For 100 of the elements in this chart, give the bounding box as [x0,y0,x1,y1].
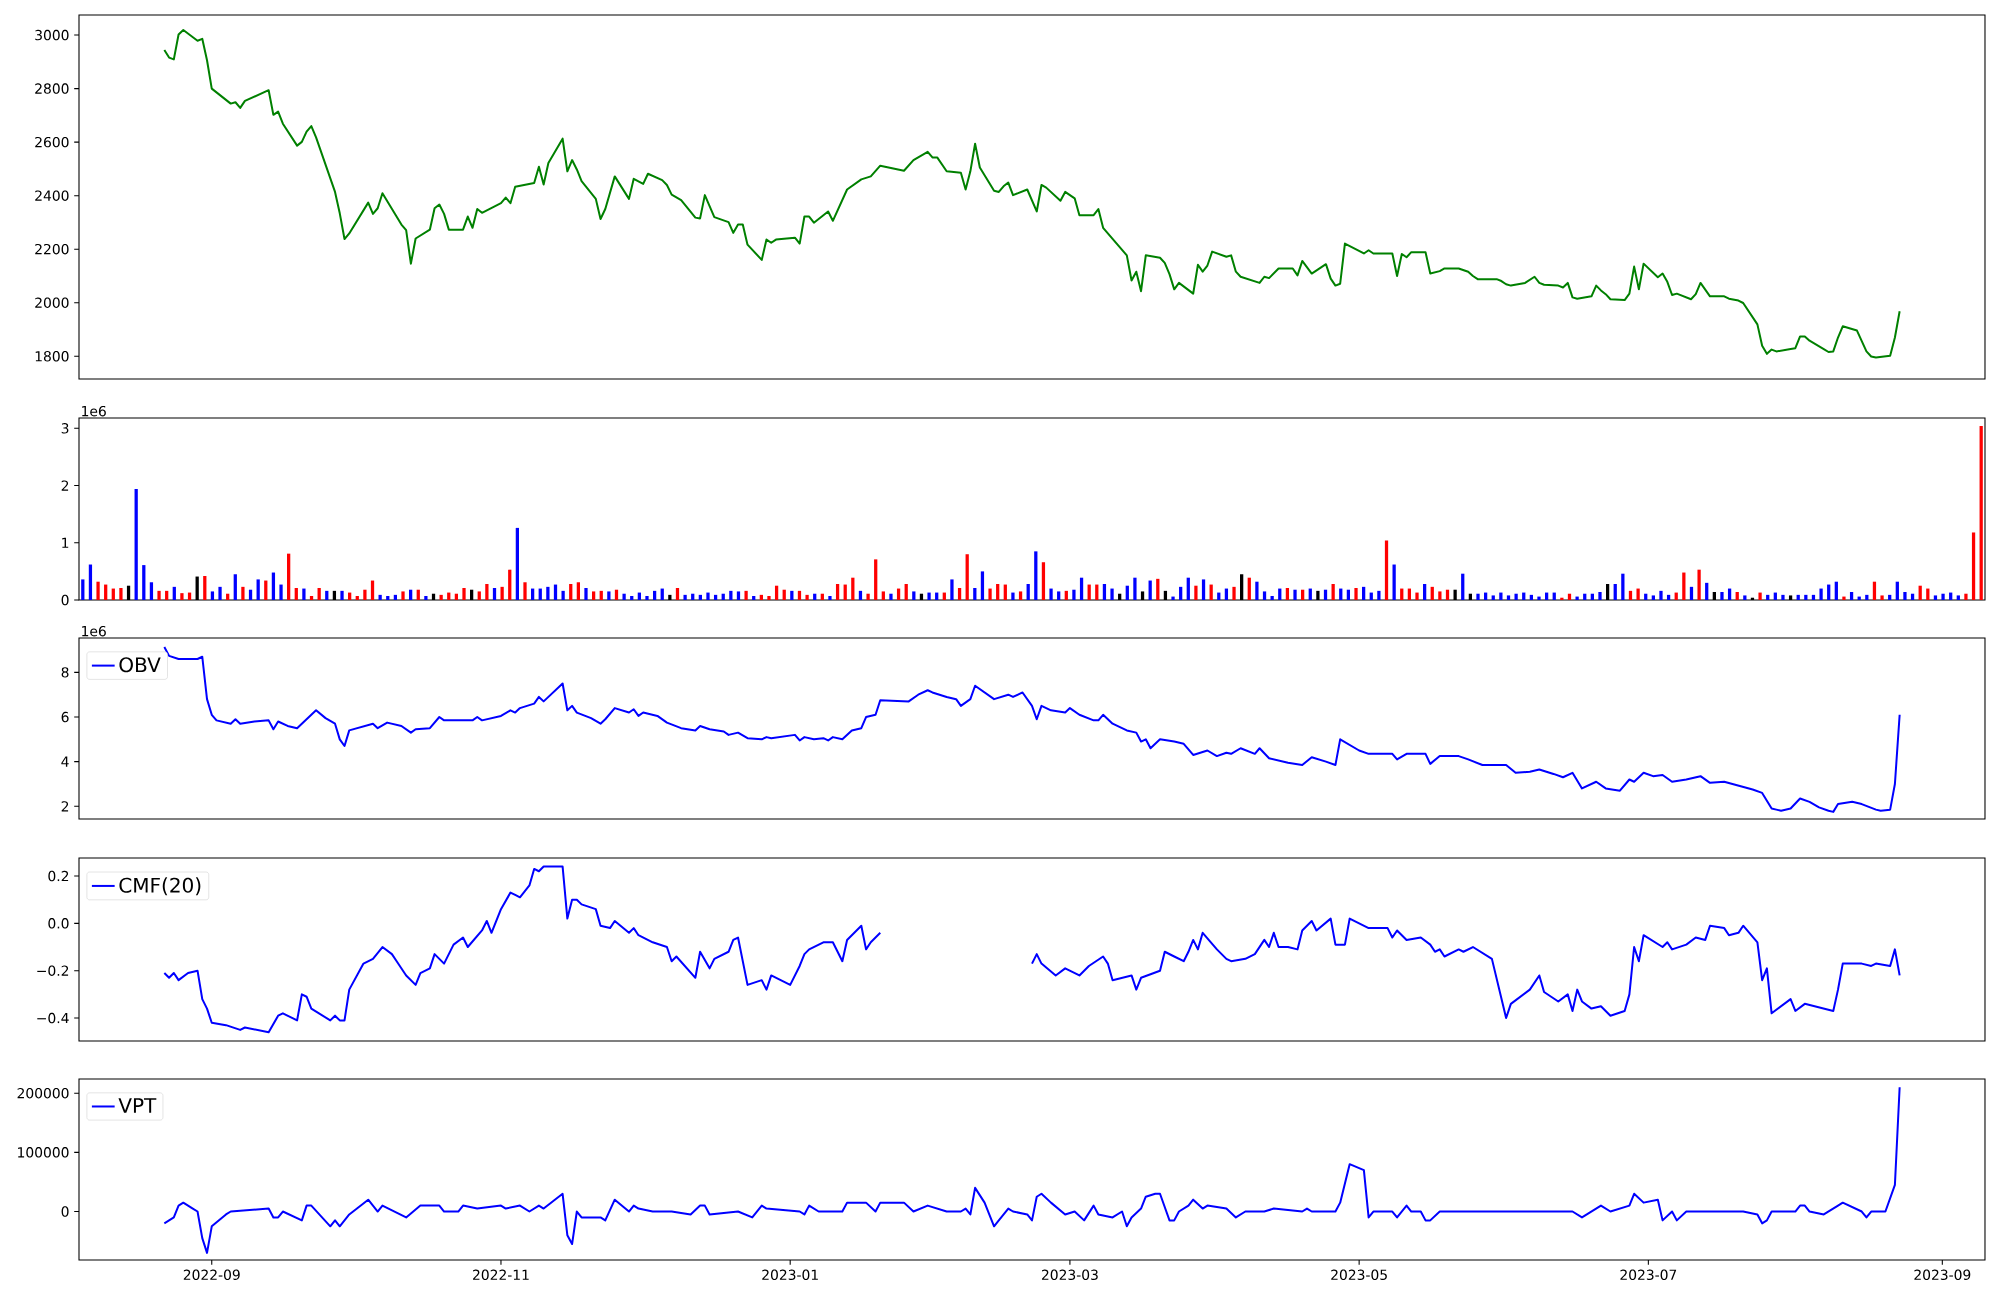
bar [1072,589,1076,601]
bar [1941,593,1945,601]
bar [1933,595,1938,601]
y-tick-label: 3000 [35,29,69,41]
bar [790,590,794,601]
bar [675,587,680,601]
bar [340,590,344,601]
y-tick-label: 2200 [35,243,69,255]
bar [1156,578,1160,601]
bar [1636,588,1640,601]
bar [1179,586,1183,601]
bar [553,584,558,601]
bar [1392,564,1396,601]
bar [607,591,611,601]
bar [584,587,588,601]
y-tick-label: 0.2 [48,870,69,882]
bar [1232,586,1236,601]
bar [645,596,649,601]
bar [1461,573,1465,601]
bar [706,592,710,601]
bar [851,577,855,601]
bar [1270,596,1274,601]
x-tick-label: 2022-09 [183,1269,240,1281]
bar [904,583,908,601]
bar [485,583,489,601]
bar [1415,592,1419,601]
y-tick-label: 0 [61,1206,69,1217]
bar [996,583,1000,601]
bar [1423,583,1427,601]
bar [1438,591,1442,601]
x-tick-label: 2022-11 [473,1269,529,1281]
bar [515,527,520,601]
bar [165,590,169,601]
bar [950,579,954,601]
bar [142,565,146,601]
bar [1079,577,1084,601]
y-tick-label: 2800 [35,83,69,94]
bar [1110,588,1114,601]
y-tick-label: 0 [61,594,69,606]
x-tick-label: 2023-05 [1331,1269,1387,1281]
bar [1285,587,1290,601]
bar [477,591,481,601]
bar [149,582,154,601]
bar [1979,426,1983,601]
bar [424,596,428,601]
line-series [163,28,1901,359]
y-tick-label: 2 [61,801,69,812]
bar [630,596,634,601]
bar [973,587,977,601]
bar [1057,591,1061,601]
bar [1651,595,1655,601]
x-tick-label: 2023-03 [1041,1269,1098,1281]
bar [1049,588,1053,601]
bar [622,593,626,601]
bar [767,596,771,601]
bar [302,588,306,601]
bar [1194,585,1198,601]
bar [1849,592,1854,601]
bar [203,575,207,601]
bar [729,590,733,601]
bar [652,590,657,601]
bar [1095,584,1099,601]
bar [1247,577,1251,601]
bar [805,594,809,601]
y-tick-label: 8 [61,667,69,678]
bar [157,590,161,601]
bar [881,591,885,601]
bar [1255,581,1259,601]
x-tick-label: 2023-07 [1620,1269,1677,1281]
y-tick-label: 6 [61,711,69,723]
bar [866,593,870,601]
bar [569,583,573,601]
bar [1331,583,1335,601]
y-tick-label: −0.4 [37,1012,69,1024]
bar [1842,596,1846,601]
bar [1102,583,1107,601]
y-tick-label: 0.0 [48,918,69,929]
bar [1903,592,1907,601]
bar [271,572,276,601]
bar [1971,532,1976,601]
bar [241,586,245,601]
bar [1819,588,1823,601]
y-tick-label: 200000 [17,1087,69,1099]
bar [1209,584,1213,601]
bar [988,588,992,601]
bar [294,587,298,601]
bar [1011,592,1015,601]
y-tick-label: 4 [61,756,69,767]
y-tick-label: 2400 [35,190,69,201]
bar [1735,592,1739,601]
bar [1628,590,1633,601]
bar [591,591,596,601]
bar [744,590,748,601]
bar [1514,593,1518,601]
bar [500,586,504,601]
y-tick-label: 1800 [35,351,69,362]
legend-label: VPT [118,1098,157,1113]
bar [1697,569,1701,601]
bar [1087,584,1091,601]
bar [1354,587,1358,601]
